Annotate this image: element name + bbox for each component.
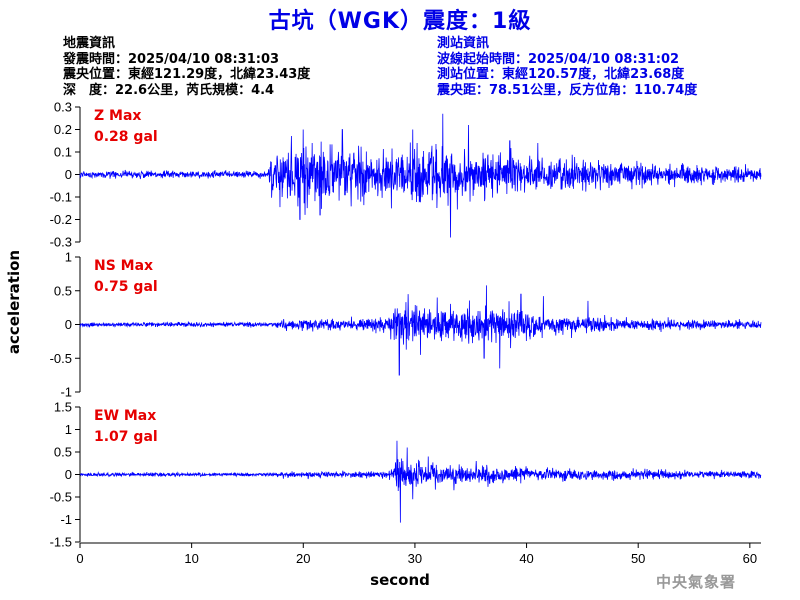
z-waveform-line <box>79 113 762 238</box>
z-max-label: Z Max 0.28 gal <box>94 106 158 148</box>
station-info: 測站資訊 波線起始時間：2025/04/10 08:31:02 測站位置：東經1… <box>437 36 697 98</box>
ew-y-tick-label: 1.5 <box>54 400 72 415</box>
ew-max-value: 1.07 gal <box>94 429 158 445</box>
ns-max-label: NS Max 0.75 gal <box>94 256 158 298</box>
wave-start-time: 波線起始時間：2025/04/10 08:31:02 <box>437 51 680 67</box>
z-y-tick-label: 0 <box>65 167 72 182</box>
ns-max-title: NS Max <box>94 258 154 274</box>
z-y-tick-label: -0.3 <box>50 235 72 250</box>
ew-max-title: EW Max <box>94 408 157 424</box>
ew-y-tick-label: -1.5 <box>50 535 72 550</box>
z-y-tick-label: -0.1 <box>50 190 72 205</box>
ns-max-value: 0.75 gal <box>94 279 158 295</box>
ns-y-tick-label: -0.5 <box>50 351 72 366</box>
earthquake-time: 發震時間：2025/04/10 08:31:03 <box>63 51 280 67</box>
chart-title: 古坑（WGK）震度：1級 <box>268 9 532 34</box>
ns-y-tick-label: -1 <box>60 385 72 400</box>
x-tick-label: 30 <box>408 551 422 566</box>
z-max-title: Z Max <box>94 108 142 124</box>
z-max-value: 0.28 gal <box>94 129 158 145</box>
earthquake-info: 地震資訊 發震時間：2025/04/10 08:31:03 震央位置：東經121… <box>63 36 310 98</box>
station-info-heading: 測站資訊 <box>437 36 490 51</box>
ew-y-tick-label: -0.5 <box>50 490 72 505</box>
epicentral-distance: 震央距：78.51公里，反方位角：110.74度 <box>437 82 698 98</box>
ns-y-tick-label: 0.5 <box>54 283 72 298</box>
station-location: 測站位置：東經120.57度，北緯23.68度 <box>437 67 685 82</box>
ns-y-tick-label: 1 <box>65 250 72 265</box>
ew-y-tick-label: -1 <box>60 512 72 527</box>
z-y-tick-label: 0.2 <box>54 122 72 137</box>
ew-y-tick-label: 0 <box>65 467 72 482</box>
epicenter-location: 震央位置：東經121.29度，北緯23.43度 <box>63 67 311 82</box>
x-tick-label: 40 <box>519 551 533 566</box>
x-axis-label: second <box>370 571 430 589</box>
earthquake-info-heading: 地震資訊 <box>63 36 116 51</box>
z-y-tick-label: 0.3 <box>54 100 72 115</box>
ew-waveform-line <box>79 440 762 523</box>
depth-magnitude: 深 度：22.6公里，芮氏規模：4.4 <box>63 82 275 98</box>
ew-y-tick-label: 1 <box>65 422 72 437</box>
z-y-tick-label: 0.1 <box>54 145 72 160</box>
x-tick-label: 20 <box>296 551 310 566</box>
ew-max-label: EW Max 1.07 gal <box>94 406 158 448</box>
y-axis-label: acceleration <box>5 249 23 355</box>
x-tick-label: 60 <box>743 551 757 566</box>
ns-y-tick-label: 0 <box>65 317 72 332</box>
x-tick-label: 10 <box>184 551 198 566</box>
z-y-tick-label: -0.2 <box>50 212 72 227</box>
ns-waveform-line <box>79 285 762 376</box>
x-tick-label: 50 <box>631 551 645 566</box>
agency-credit: 中央氣象署 <box>656 573 737 591</box>
ew-y-tick-label: 0.5 <box>54 445 72 460</box>
x-tick-label: 0 <box>76 551 83 566</box>
